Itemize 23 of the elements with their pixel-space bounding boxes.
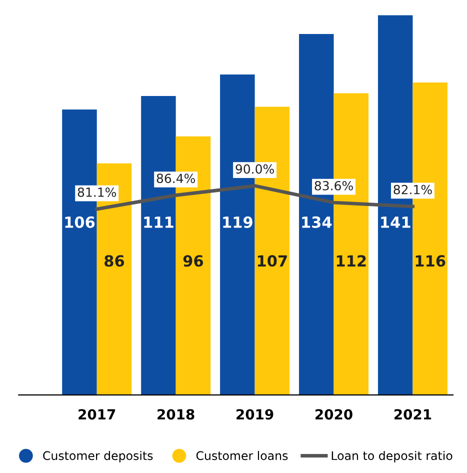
- data-label: 96: [183, 255, 204, 267]
- x-tick-label: 2017: [78, 409, 116, 420]
- data-label: 106: [65, 216, 95, 228]
- data-label: 90.0%: [236, 164, 274, 174]
- data-label: 86.4%: [156, 174, 195, 184]
- data-label: 134: [302, 216, 332, 228]
- legend-label: Customer loans: [196, 450, 288, 460]
- legend-label: Customer deposits: [43, 450, 153, 462]
- data-label: 112: [336, 255, 366, 266]
- data-label: 82.1%: [394, 184, 432, 194]
- data-label: 119: [223, 216, 252, 228]
- x-tick-label: 2020: [316, 409, 352, 420]
- data-label: 107: [258, 255, 287, 267]
- x-tick-label: 2021: [394, 409, 432, 420]
- data-label: 81.1%: [78, 187, 116, 197]
- x-tick-label: 2018: [158, 409, 194, 420]
- data-label: 116: [416, 255, 446, 267]
- data-label: 141: [381, 216, 410, 228]
- data-label: 83.6%: [314, 180, 353, 190]
- data-label: 111: [144, 216, 174, 228]
- data-label: 86: [104, 255, 124, 267]
- legend-label: Loan to deposit ratio: [332, 450, 452, 462]
- x-tick-label: 2019: [236, 409, 274, 420]
